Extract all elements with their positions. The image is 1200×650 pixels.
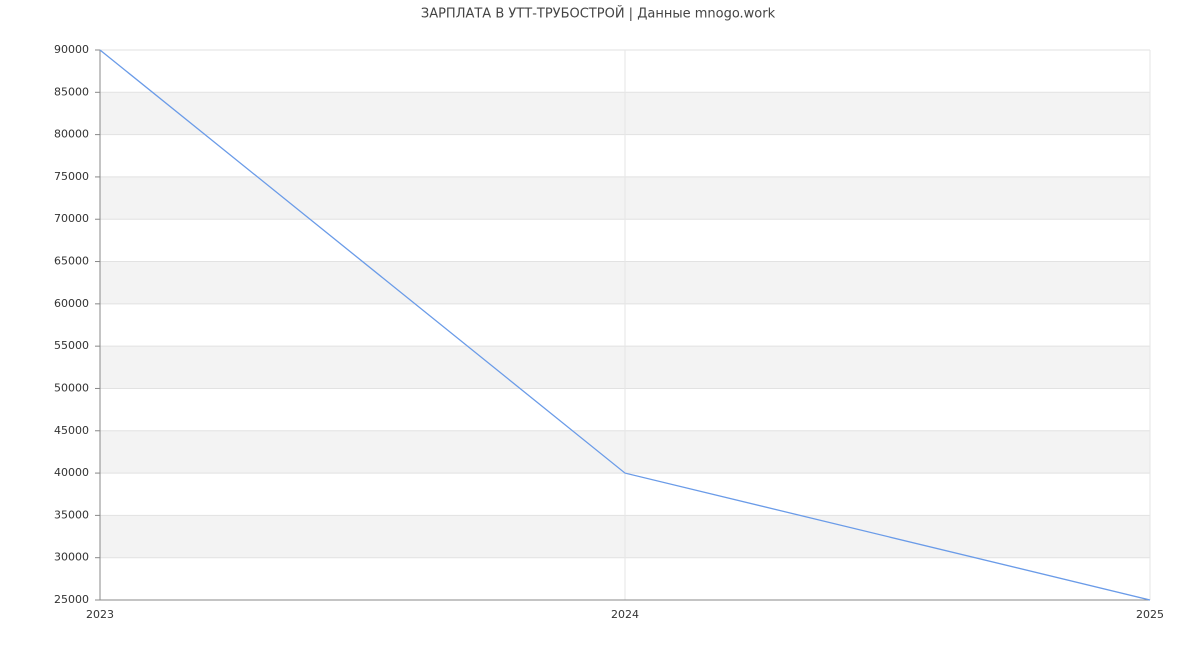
y-tick-label: 85000 xyxy=(54,85,89,98)
y-tick-label: 60000 xyxy=(54,297,89,310)
y-tick-label: 45000 xyxy=(54,424,89,437)
y-tick-label: 35000 xyxy=(54,508,89,521)
y-tick-label: 30000 xyxy=(54,551,89,564)
y-tick-label: 75000 xyxy=(54,170,89,183)
y-tick-label: 65000 xyxy=(54,255,89,268)
y-tick-label: 55000 xyxy=(54,339,89,352)
y-tick-label: 50000 xyxy=(54,381,89,394)
y-tick-label: 25000 xyxy=(54,593,89,606)
x-tick-label: 2025 xyxy=(1136,608,1164,621)
y-tick-label: 90000 xyxy=(54,43,89,56)
chart-title: ЗАРПЛАТА В УТТ-ТРУБОСТРОЙ | Данные mnogo… xyxy=(421,6,776,22)
y-tick-label: 80000 xyxy=(54,128,89,141)
y-tick-label: 40000 xyxy=(54,466,89,479)
x-tick-label: 2024 xyxy=(611,608,639,621)
line-series xyxy=(99,49,1151,601)
x-tick-label: 2023 xyxy=(86,608,114,621)
y-tick-label: 70000 xyxy=(54,212,89,225)
